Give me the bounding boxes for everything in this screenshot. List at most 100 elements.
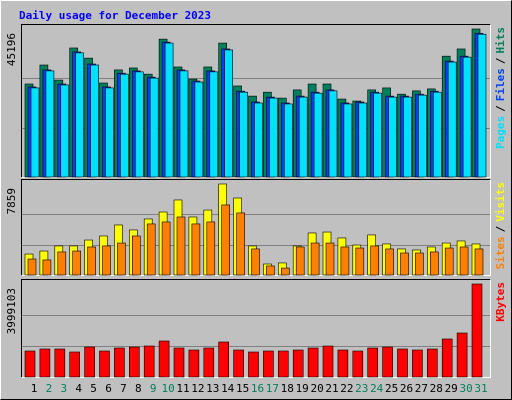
bar <box>432 91 442 178</box>
bar <box>146 223 156 276</box>
bar <box>57 251 67 276</box>
bar <box>54 348 66 378</box>
bar <box>429 251 439 276</box>
legend-entry: KBytes <box>494 282 507 322</box>
bar <box>233 349 244 378</box>
bar <box>69 351 80 378</box>
bar <box>456 332 468 378</box>
chart-title: Daily usage for December 2023 <box>19 9 211 22</box>
x-tick-label: 22 <box>340 382 353 395</box>
bar <box>149 77 159 178</box>
x-tick-label: 12 <box>191 382 204 395</box>
bar <box>403 96 412 178</box>
bar <box>373 92 383 178</box>
bar <box>367 347 379 378</box>
legend-separator: / <box>494 225 507 232</box>
bar <box>340 246 350 276</box>
legend-entry: Visits <box>494 182 507 222</box>
bar <box>269 97 278 178</box>
bar <box>75 52 84 178</box>
legend-entry: Hits <box>494 27 507 54</box>
bar <box>42 259 52 276</box>
bar <box>39 348 51 378</box>
bar <box>254 102 263 178</box>
bar <box>248 351 259 378</box>
bar <box>298 96 308 178</box>
bar <box>206 221 216 276</box>
x-tick-label: 5 <box>90 382 97 395</box>
legend-entry: Sites <box>494 236 507 269</box>
bar <box>203 347 215 378</box>
x-tick-label: 14 <box>221 382 235 395</box>
bar <box>24 350 36 378</box>
bar <box>415 252 424 276</box>
panel-edge-dark <box>21 24 491 178</box>
x-tick-label: 27 <box>415 382 428 395</box>
bar <box>292 349 304 378</box>
bar <box>388 96 397 178</box>
bar <box>459 246 469 276</box>
bar <box>135 71 144 178</box>
bar <box>471 283 483 378</box>
bar <box>307 347 319 378</box>
bar <box>87 246 96 276</box>
x-tick-label: 19 <box>296 382 309 395</box>
bar <box>426 348 438 378</box>
x-tick-label: 9 <box>150 382 157 395</box>
bar <box>60 84 70 178</box>
x-tick-label: 28 <box>430 382 443 395</box>
bar <box>400 252 409 276</box>
bar <box>397 348 408 378</box>
x-tick-label: 15 <box>236 382 249 395</box>
x-tick-label: 7 <box>120 382 127 395</box>
legend: KBytes <box>494 282 507 322</box>
bar <box>30 87 40 178</box>
bar <box>474 248 484 276</box>
bar <box>218 341 229 378</box>
bar <box>117 242 126 276</box>
legend-entry: Files <box>494 68 507 101</box>
bar <box>72 250 81 276</box>
bar <box>382 346 393 378</box>
bar <box>444 247 454 276</box>
legend-separator: / <box>494 105 507 112</box>
bar <box>161 221 171 276</box>
bar <box>105 87 114 178</box>
bar <box>325 242 335 276</box>
legend: Pages / Files / Hits <box>494 27 507 149</box>
bar <box>385 248 394 276</box>
bar <box>114 347 125 378</box>
bar <box>251 248 260 276</box>
x-tick-label: 6 <box>105 382 112 395</box>
bar <box>352 350 364 378</box>
legend-separator: / <box>494 57 507 64</box>
bar <box>295 246 305 276</box>
x-tick-label: 24 <box>370 382 384 395</box>
bar <box>462 56 472 178</box>
x-tick-label: 26 <box>400 382 413 395</box>
bar <box>310 242 320 276</box>
bar <box>191 223 201 276</box>
x-tick-label: 23 <box>355 382 368 395</box>
x-tick-label: 10 <box>161 382 174 395</box>
bar <box>224 49 233 178</box>
y-tick-label: 3999103 <box>5 288 18 334</box>
x-tick-label: 16 <box>251 382 264 395</box>
bar <box>358 102 368 178</box>
bar <box>343 103 353 178</box>
bar <box>120 73 129 178</box>
x-tick-label: 29 <box>445 382 458 395</box>
bar <box>164 42 174 178</box>
panel-edge-light <box>21 24 491 178</box>
panel-edge-dark <box>21 179 491 276</box>
x-tick-label: 2 <box>46 382 53 395</box>
bar <box>322 345 334 378</box>
bar <box>90 64 99 178</box>
bar <box>370 245 380 276</box>
x-tick-label: 18 <box>281 382 294 395</box>
bar <box>179 70 189 178</box>
bar <box>239 91 248 178</box>
bar <box>45 70 55 178</box>
x-tick-label: 20 <box>310 382 323 395</box>
